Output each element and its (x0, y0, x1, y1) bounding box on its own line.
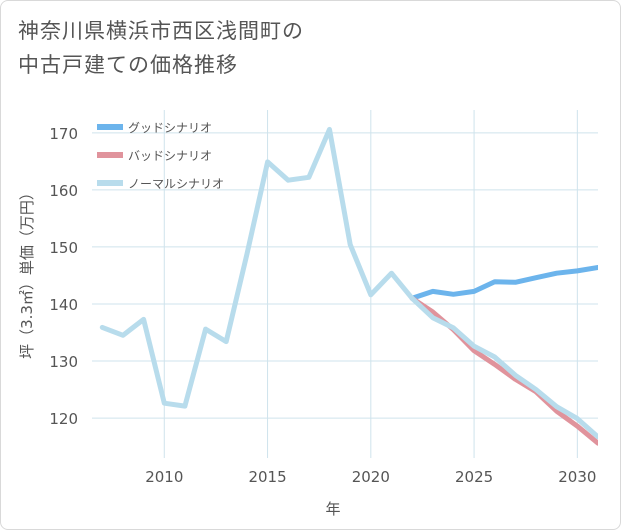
y-tick-label: 140 (49, 296, 78, 314)
y-axis-ticks: 120 130 140 150 160 170 (49, 125, 78, 428)
chart-title-line-1: 神奈川県横浜市西区浅間町の (18, 19, 304, 43)
x-axis-label: 年 (325, 500, 340, 518)
x-tick-label: 2020 (352, 468, 390, 486)
chart-title: 神奈川県横浜市西区浅間町の 中古戸建ての価格推移 (18, 14, 304, 82)
series-line-normal (99, 126, 598, 440)
y-tick-label: 130 (49, 353, 78, 371)
legend-label-good: グッドシナリオ (128, 121, 212, 135)
x-tick-label: 2030 (558, 468, 596, 486)
legend-label-bad: バッドシナリオ (128, 149, 212, 163)
series-lines (99, 126, 598, 446)
y-tick-label: 170 (49, 125, 78, 143)
chart-title-line-2: 中古戸建ての価格推移 (18, 53, 238, 77)
y-tick-label: 150 (49, 239, 78, 257)
x-tick-label: 2025 (455, 468, 493, 486)
y-axis-label: 坪（3.3㎡）単価（万円） (18, 185, 36, 359)
x-axis-ticks: 2010 2015 2020 2025 2030 (145, 468, 596, 486)
x-tick-label: 2015 (248, 468, 286, 486)
legend-label-normal: ノーマルシナリオ (128, 177, 224, 191)
y-tick-label: 120 (49, 410, 78, 428)
y-tick-label: 160 (49, 182, 78, 200)
x-tick-label: 2010 (145, 468, 183, 486)
series-line-good (409, 265, 598, 301)
